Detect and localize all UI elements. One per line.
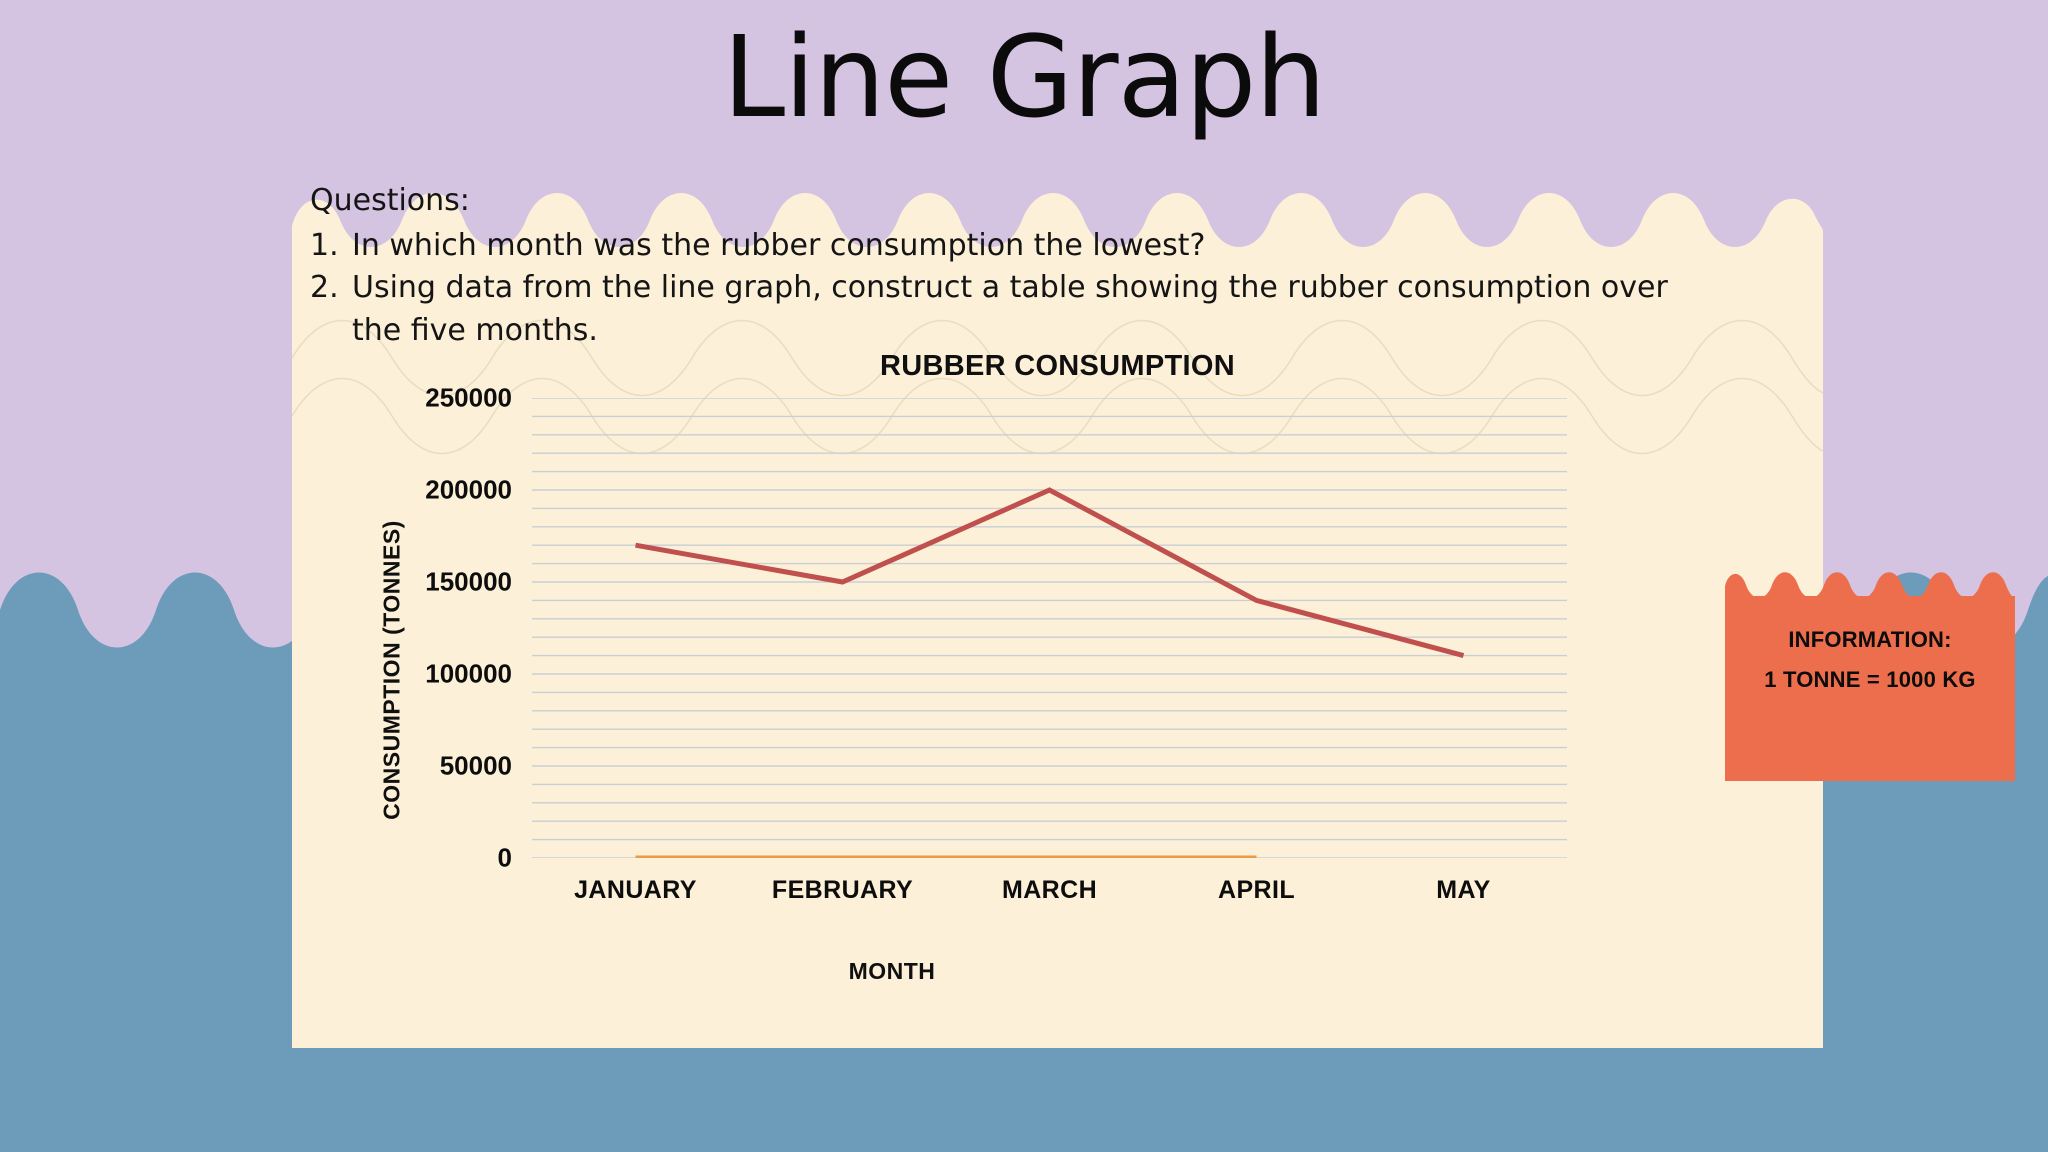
info-box-text: INFORMATION: 1 TONNE = 1000 KG [1725, 620, 2015, 700]
x-axis-tick-label: MARCH [1001, 876, 1098, 904]
x-axis-tick-label: MAY [1436, 876, 1491, 904]
x-axis-tick-label: JANUARY [574, 876, 697, 904]
x-axis-tick-label: FEBRUARY [771, 876, 914, 904]
x-axis-title: MONTH [848, 958, 936, 984]
question-text: Using data from the line graph, construc… [352, 270, 1668, 306]
y-axis-tick-label: 250000 [425, 382, 512, 413]
question-item-1: 1. In which month was the rubber consump… [310, 225, 1790, 268]
y-axis-tick-label: 100000 [425, 658, 512, 689]
info-box-body [1725, 596, 2015, 781]
plot-area: 0 50000 100000 150000 200000 250000 JANUARY FE… [425, 383, 1567, 904]
plot-svg [532, 398, 1567, 858]
questions-block: Questions: 1. In which month was the rub… [310, 180, 1790, 352]
y-axis-tick-label: 0 [497, 842, 512, 873]
question-item-2: 2. Using data from the line graph, const… [310, 267, 1790, 310]
gridlines [532, 398, 1567, 858]
info-box-heading: INFORMATION: [1788, 627, 1952, 652]
questions-heading: Questions: [310, 183, 470, 218]
page-title: Line Graph [722, 13, 1327, 143]
question-number: 1. [310, 227, 339, 263]
info-box-line: 1 TONNE = 1000 KG [1764, 667, 1976, 693]
question-number: 2. [310, 270, 339, 306]
chart-title: RUBBER CONSUMPTION [879, 350, 1235, 382]
question-text-continued: the five months. [352, 312, 598, 348]
y-axis-tick-label: 200000 [425, 474, 512, 505]
info-box-wave-edge [1725, 572, 2015, 602]
panel-wave-edge [292, 193, 1823, 260]
x-axis-tick-label: APRIL [1218, 876, 1295, 904]
series-line-rubber-consumption [635, 487, 1465, 659]
content-panel: Questions: 1. In which month was the rub… [292, 183, 1823, 1048]
y-axis-tick-label: 50000 [439, 750, 512, 781]
line-chart: RUBBER CONSUMPTION CONSUMPTION (TONNES) … [292, 350, 1823, 990]
y-axis-tick-label: 150000 [425, 566, 512, 597]
question-text: In which month was the rubber consumptio… [352, 227, 1206, 263]
question-item-2-continued: the five months. [310, 310, 1790, 353]
information-box: INFORMATION: 1 TONNE = 1000 KG [1725, 568, 2015, 781]
